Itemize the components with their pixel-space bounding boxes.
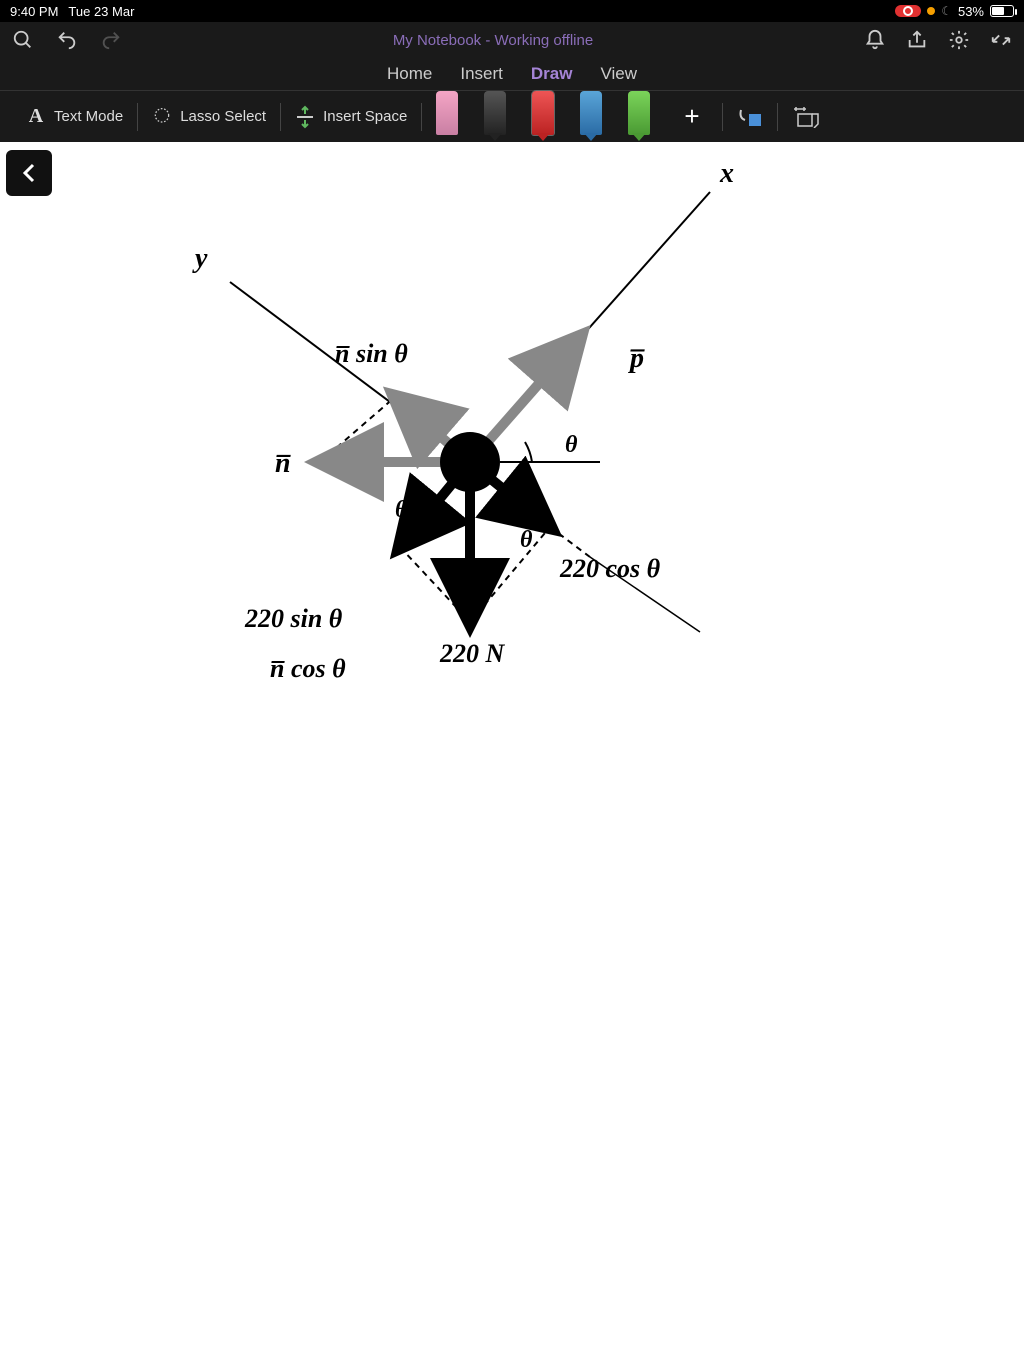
menu-home[interactable]: Home (387, 64, 432, 84)
notebook-title: My Notebook - Working offline (393, 32, 593, 49)
svg-text:θ: θ (395, 497, 408, 523)
title-bar: My Notebook - Working offline (0, 22, 1024, 58)
svg-text:n̅ cos θ: n̅ cos θ (270, 654, 346, 683)
svg-text:y: y (192, 243, 208, 274)
settings-gear-icon[interactable] (948, 29, 970, 51)
pen-green[interactable] (628, 91, 650, 135)
svg-text:p̅: p̅ (628, 343, 646, 374)
undo-icon[interactable] (56, 29, 78, 51)
notifications-icon[interactable] (864, 29, 886, 51)
canvas[interactable]: x y p̅ n̅ n̅ sin θ 220 N 220 sin θ 220 cos θ n̅ … (0, 142, 1024, 1366)
physics-diagram: x y p̅ n̅ n̅ sin θ 220 N 220 sin θ 220 cos θ n̅ … (120, 142, 820, 762)
insert-space-icon (295, 107, 315, 127)
text-mode-button[interactable]: A Text Mode (26, 107, 123, 127)
dnd-moon-icon: ☾ (941, 4, 952, 18)
text-a-icon: A (26, 107, 46, 127)
orange-dot-indicator (927, 7, 935, 15)
back-button[interactable] (6, 150, 52, 196)
recording-indicator (895, 5, 921, 17)
menu-view[interactable]: View (600, 64, 637, 84)
lasso-select-button[interactable]: Lasso Select (152, 107, 266, 127)
status-bar: 9:40 PM Tue 23 Mar ☾ 53% (0, 0, 1024, 22)
menu-insert[interactable]: Insert (460, 64, 503, 84)
svg-text:n̅: n̅ (275, 448, 292, 479)
text-mode-label: Text Mode (54, 108, 123, 125)
battery-percent: 53% (958, 4, 984, 19)
collapse-icon[interactable] (990, 29, 1012, 51)
share-icon[interactable] (906, 29, 928, 51)
menu-bar: Home Insert Draw View (0, 58, 1024, 90)
svg-text:220 sin θ: 220 sin θ (244, 604, 343, 633)
ink-to-shape-icon[interactable] (737, 106, 763, 128)
status-time: 9:40 PM (10, 4, 58, 19)
svg-text:n̅ sin θ: n̅ sin θ (335, 339, 408, 368)
battery-icon (990, 5, 1014, 17)
menu-draw[interactable]: Draw (531, 64, 573, 84)
lasso-label: Lasso Select (180, 108, 266, 125)
lasso-icon (152, 107, 172, 127)
svg-text:220 N: 220 N (439, 639, 506, 668)
draw-toolbar: A Text Mode Lasso Select Insert Space ▼ … (0, 90, 1024, 142)
pen-red[interactable]: ▼ (532, 91, 554, 135)
pen-black[interactable] (484, 91, 506, 135)
shapes-icon[interactable] (792, 106, 820, 128)
svg-text:θ: θ (520, 527, 533, 553)
svg-text:220 cos θ: 220 cos θ (559, 554, 661, 583)
pen-eraser[interactable] (436, 91, 458, 135)
add-pen-button[interactable]: + (676, 101, 707, 132)
svg-text:x: x (719, 158, 734, 189)
search-icon[interactable] (12, 29, 34, 51)
insert-space-label: Insert Space (323, 108, 407, 125)
svg-text:θ: θ (565, 432, 578, 458)
redo-icon[interactable] (100, 29, 122, 51)
insert-space-button[interactable]: Insert Space (295, 107, 407, 127)
pen-blue[interactable] (580, 91, 602, 135)
status-date: Tue 23 Mar (68, 4, 134, 19)
